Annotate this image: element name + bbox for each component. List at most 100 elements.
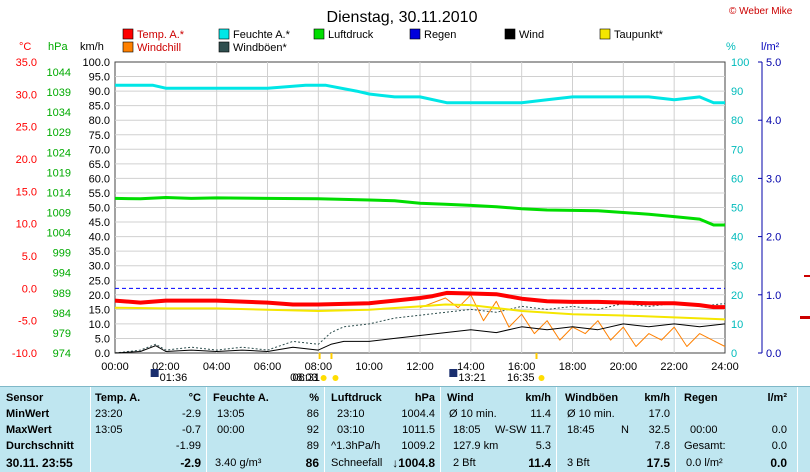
legend-label: Wind	[519, 29, 544, 41]
rain-total-label: Gesamt:	[684, 440, 726, 452]
sun-time-label: 08:31	[292, 372, 320, 384]
time-tick-label: 04:00	[203, 361, 231, 373]
sun-time-label: 08:03	[290, 372, 318, 384]
legend-label: Temp. A.*	[137, 29, 185, 41]
temp-avg: -1.99	[175, 440, 201, 452]
wind-tick-label: 95.0	[89, 72, 110, 84]
temp-tick-label: 15.0	[16, 186, 37, 198]
weather-chart: Dienstag, 30.11.2010 © Weber Mike Temp. …	[12, 6, 810, 384]
pressure-tick-label: 999	[53, 248, 71, 260]
right-edge-mark-2	[800, 316, 810, 319]
wind-tick-label: 60.0	[89, 173, 110, 185]
series-line-windb-en	[114, 303, 726, 354]
humidity-axis-unit: %	[726, 41, 736, 53]
pressure-trend: ^1.3hPa/h	[331, 440, 381, 452]
pressure-tick-label: 979	[53, 328, 71, 340]
pressure-tick-label: 1004	[47, 228, 71, 240]
pressure-current: ↓1004.8	[392, 456, 435, 470]
rain-tick-label: 0.0	[766, 348, 781, 360]
row-label-current: 30.11. 23:55	[6, 456, 73, 470]
humidity-tick-label: 90	[731, 86, 743, 98]
pressure-tick-label: 974	[53, 348, 71, 360]
time-tick-label: 12:00	[406, 361, 434, 373]
temp-tick-label: 25.0	[16, 122, 37, 134]
wind-header: Wind	[447, 392, 474, 404]
pressure-tick-label: 1034	[47, 107, 71, 119]
wind-avg: 5.3	[535, 440, 551, 452]
wind-10min: 11.4	[530, 408, 551, 420]
wind-column: Wind km/h Ø 10 min. 11.4 18:05 W-SW 11.7…	[441, 387, 557, 472]
time-tick-label: 24:00	[711, 361, 739, 373]
pressure-tick-label: 1039	[47, 87, 71, 99]
chart-title: Dienstag, 30.11.2010	[327, 9, 478, 26]
pressure-forecast: Schneefall	[331, 457, 383, 469]
statistics-table: Sensor MinWert MaxWert Durchschnitt 30.1…	[0, 386, 810, 472]
wind-max: 11.7	[530, 424, 551, 436]
legend-swatch	[218, 28, 230, 40]
pressure-max: 1011.5	[402, 424, 435, 436]
humidity-tick-label: 50	[731, 203, 743, 215]
rain-current: 0.0	[770, 456, 787, 470]
temp-tick-label: 35.0	[16, 57, 37, 69]
wind-tick-label: 65.0	[89, 159, 110, 171]
pressure-avg: 1009.2	[401, 440, 435, 452]
temp-axis-unit: °C	[19, 41, 31, 53]
pressure-axis-unit: hPa	[48, 41, 68, 53]
moon-icon	[449, 369, 458, 377]
legend-swatch	[313, 28, 325, 40]
series-line-windchill	[419, 294, 726, 347]
sun-time-label: 16:35	[507, 372, 535, 384]
moon-time-label: 13:21	[458, 372, 486, 384]
time-tick-label: 14:00	[457, 361, 485, 373]
temp-tick-label: 5.0	[22, 251, 37, 263]
temp-tick-label: 30.0	[16, 89, 37, 101]
sun-icon	[320, 375, 327, 381]
wind-tick-label: 10.0	[89, 319, 110, 331]
pressure-tick-label: 1029	[47, 127, 71, 139]
series-line-feuchte-a	[115, 83, 725, 105]
chart-legend: Temp. A.* Feuchte A.* Luftdruck Regen Wind Ta…	[122, 28, 664, 54]
wind-max-time: 18:05	[453, 424, 481, 436]
humidity-max-time: 00:00	[217, 424, 245, 436]
wind-bft: 2 Bft	[453, 457, 476, 469]
humidity-tick-label: 20	[731, 290, 743, 302]
humidity-min-time: 13:05	[217, 408, 245, 420]
rain-max-time: 00:00	[690, 424, 718, 436]
legend-label: Feuchte A.*	[233, 29, 291, 41]
time-tick-label: 02:00	[152, 361, 180, 373]
wind-max-dir: W-SW	[495, 424, 527, 436]
gust-header: Windböen	[565, 392, 619, 404]
legend-swatch	[122, 41, 134, 53]
gust-unit: km/h	[644, 392, 670, 404]
temp-max: -0.7	[182, 424, 201, 436]
wind-tick-label: 90.0	[89, 86, 110, 98]
data-series	[114, 83, 726, 354]
sun-icon	[332, 375, 339, 381]
wind-tick-label: 0.0	[95, 348, 110, 360]
wind-tick-label: 100.0	[82, 57, 110, 69]
rain-tick-label: 4.0	[766, 115, 781, 127]
temp-tick-label: 10.0	[16, 219, 37, 231]
humidity-avg: 89	[306, 440, 319, 452]
pressure-header: Luftdruck	[331, 392, 382, 404]
astro-markers: 08:31 01:36 08:03 13:21 16:35	[150, 353, 545, 384]
temp-tick-label: -10.0	[12, 348, 37, 360]
wind-tick-label: 5.0	[95, 333, 110, 345]
wind-tick-label: 70.0	[89, 144, 110, 156]
wind-tick-label: 55.0	[89, 188, 110, 200]
pressure-tick-label: 1024	[47, 147, 71, 159]
pressure-min: 1004.4	[401, 408, 435, 420]
row-label-max: MaxWert	[6, 424, 52, 436]
series-line-wind	[114, 323, 726, 354]
wind-tick-label: 85.0	[89, 101, 110, 113]
humidity-min: 86	[306, 408, 319, 420]
series-line-taupunkt	[114, 303, 726, 321]
wind-avg-label: Ø 10 min.	[449, 408, 497, 420]
temp-current: -2.9	[180, 456, 201, 470]
humidity-column: Feuchte A. % 13:05 86 00:00 92 89 3.40 g…	[207, 387, 325, 472]
wind-current: 11.4	[528, 456, 551, 470]
row-label-sensor: Sensor	[6, 392, 44, 404]
rain-total: 0.0	[771, 440, 787, 452]
row-label-avg: Durchschnitt	[6, 440, 74, 452]
legend-swatch	[122, 28, 134, 40]
